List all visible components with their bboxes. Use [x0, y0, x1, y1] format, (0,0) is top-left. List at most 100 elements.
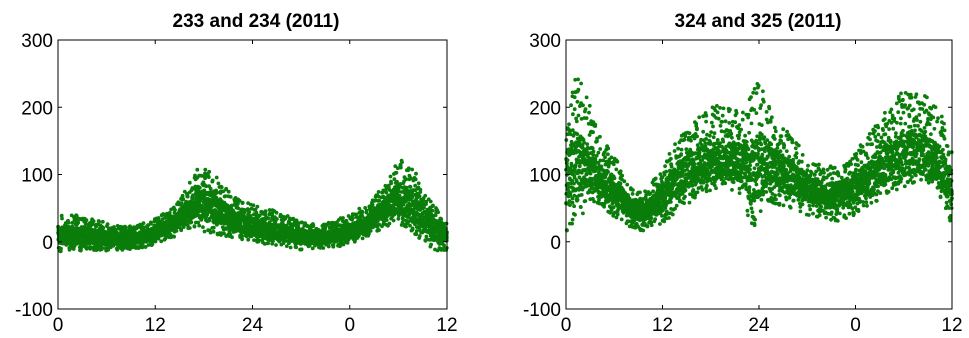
data-point	[226, 189, 231, 194]
data-point	[591, 130, 595, 135]
data-point	[570, 217, 575, 222]
data-point	[439, 217, 444, 222]
data-point	[197, 223, 202, 228]
data-point	[581, 103, 585, 108]
data-point	[275, 217, 279, 221]
data-point	[311, 223, 316, 228]
data-point	[240, 234, 245, 239]
data-point	[377, 198, 382, 203]
data-point	[612, 176, 617, 181]
data-point	[391, 218, 396, 223]
data-point	[208, 186, 213, 191]
data-point	[577, 164, 582, 169]
y-tick-label: -100	[15, 300, 53, 321]
data-point	[619, 217, 624, 222]
data-point	[113, 227, 118, 232]
plot-frame-left	[57, 39, 448, 310]
data-point	[173, 208, 177, 212]
data-point	[417, 234, 422, 238]
data-point	[587, 103, 592, 108]
data-point	[591, 152, 596, 157]
data-point	[417, 194, 422, 199]
data-point	[430, 208, 435, 213]
data-point	[230, 235, 234, 240]
data-point	[360, 236, 365, 241]
data-point	[180, 193, 185, 198]
data-point	[263, 209, 268, 214]
data-point	[172, 234, 177, 239]
data-point	[128, 225, 133, 230]
data-point	[351, 216, 355, 220]
data-point	[406, 166, 411, 171]
data-point	[570, 200, 575, 205]
data-point	[572, 95, 577, 100]
data-point	[360, 210, 365, 214]
data-point	[436, 210, 440, 215]
y-tick-label: 100	[21, 166, 53, 187]
data-point	[625, 182, 630, 187]
data-point	[408, 185, 413, 189]
data-point	[189, 220, 194, 225]
y-tick-label: 300	[21, 31, 53, 52]
data-point	[219, 185, 224, 190]
data-point	[398, 165, 403, 170]
data-point	[575, 132, 580, 137]
data-point	[341, 216, 345, 220]
chart-panel-left: 233 and 234 (2011) 0 12 24 0 12 -10001002003…	[15, 11, 458, 336]
data-point	[575, 197, 580, 202]
data-point	[91, 219, 96, 224]
data-point	[593, 122, 598, 127]
data-point	[141, 225, 146, 230]
data-point	[206, 175, 211, 180]
data-point	[571, 112, 575, 117]
data-point	[214, 175, 219, 180]
data-point	[591, 149, 596, 154]
data-point	[396, 216, 401, 221]
data-point	[100, 246, 105, 251]
data-point	[572, 204, 576, 209]
data-point	[576, 77, 580, 82]
data-point	[431, 203, 435, 208]
data-point	[71, 247, 76, 251]
data-point	[216, 181, 221, 186]
y-tick-label: 0	[42, 233, 53, 254]
data-point	[590, 146, 595, 151]
data-point	[579, 81, 583, 86]
data-point	[207, 169, 212, 174]
data-point	[210, 178, 215, 183]
data-point	[256, 238, 261, 243]
data-point	[251, 203, 256, 208]
data-point	[410, 195, 415, 200]
data-point	[106, 247, 111, 252]
data-point	[400, 160, 404, 165]
data-point	[70, 220, 75, 225]
data-point	[598, 147, 603, 151]
data-point	[404, 224, 408, 229]
chart-title-left: 233 and 234 (2011)	[173, 11, 340, 32]
scatter-points-left	[56, 158, 449, 254]
data-point	[428, 199, 433, 204]
data-point	[630, 192, 635, 196]
data-point	[294, 245, 299, 250]
x-tick-label: 12	[145, 315, 166, 336]
data-point	[288, 245, 293, 250]
data-point	[576, 113, 581, 118]
data-point	[429, 242, 433, 247]
data-point	[569, 103, 573, 108]
data-point	[156, 216, 161, 220]
data-point	[416, 181, 421, 186]
data-point	[615, 212, 620, 217]
data-point	[67, 247, 72, 252]
data-point	[570, 221, 574, 226]
data-point	[202, 229, 207, 234]
data-point	[583, 199, 588, 203]
data-point	[384, 190, 389, 195]
data-point	[592, 199, 596, 204]
data-point	[255, 204, 260, 209]
data-point	[100, 219, 105, 224]
data-point	[410, 226, 415, 231]
data-point	[141, 221, 146, 226]
data-point	[584, 95, 589, 100]
data-point	[60, 216, 64, 221]
